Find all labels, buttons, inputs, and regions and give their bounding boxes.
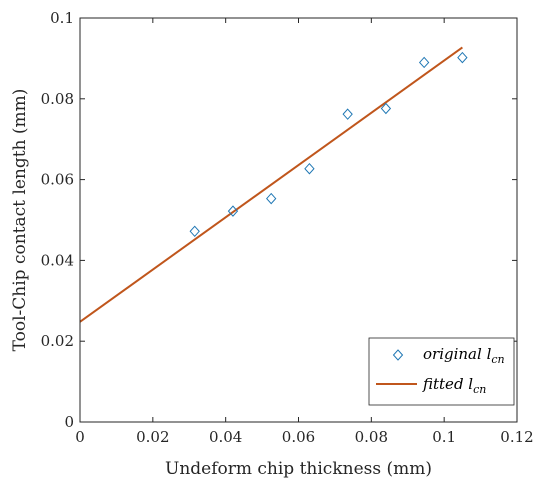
y-tick-label: 0.08 [41, 90, 74, 108]
y-tick-label: 0.1 [50, 9, 74, 27]
x-tick-label: 0.08 [355, 428, 388, 446]
data-point-diamond [189, 225, 200, 238]
legend-label-fitted-main: fitted l [422, 375, 473, 393]
y-axis-ticks: 0 0.02 0.04 0.06 0.08 0.1 [41, 9, 517, 431]
data-point-diamond [418, 56, 430, 69]
x-axis-ticks: 0 0.02 0.04 0.06 0.08 0.1 0.12 [75, 18, 534, 446]
data-point-diamond [266, 192, 277, 205]
data-point-diamond [380, 102, 392, 115]
x-tick-label: 0.1 [432, 428, 456, 446]
legend-label-original-main: original l [423, 345, 492, 363]
legend-label-fitted-subscript: cn [473, 383, 486, 396]
y-tick-label: 0 [64, 413, 74, 431]
fitted-line [79, 46, 463, 323]
legend-marker-original [392, 349, 404, 361]
legend: original lcn fitted lcn [368, 337, 515, 406]
y-axis-title: Tool-Chip contact length (mm) [10, 89, 30, 352]
x-tick-label: 0 [75, 428, 85, 446]
y-tick-label: 0.04 [41, 251, 74, 269]
x-tick-label: 0.02 [136, 428, 169, 446]
legend-label-original-subscript: cn [491, 353, 504, 366]
data-point-diamond [457, 51, 468, 64]
data-point-diamond [227, 205, 239, 217]
y-tick-label: 0.02 [41, 332, 74, 350]
data-point-diamond [304, 162, 315, 175]
series-layer [79, 46, 468, 323]
legend-label-fitted: fitted lcn [422, 375, 486, 396]
y-tick-label: 0.06 [41, 171, 74, 189]
legend-label-original: original lcn [423, 345, 505, 366]
x-tick-label: 0.12 [500, 428, 533, 446]
plot-frame [79, 17, 518, 423]
x-tick-label: 0.06 [282, 428, 315, 446]
data-point-diamond [342, 108, 353, 120]
x-axis-title: Undeform chip thickness (mm) [165, 459, 432, 479]
legend-box [368, 337, 515, 406]
x-tick-label: 0.04 [209, 428, 242, 446]
